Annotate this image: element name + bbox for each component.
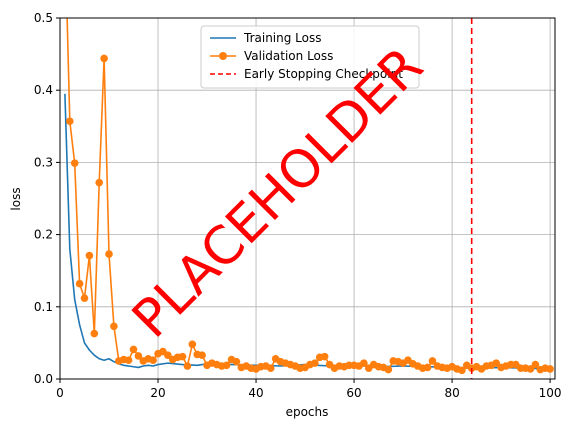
data-point xyxy=(546,365,554,373)
data-point xyxy=(198,351,206,359)
data-point xyxy=(134,352,143,360)
data-point xyxy=(384,365,393,374)
data-point xyxy=(320,352,329,361)
data-point xyxy=(428,357,437,365)
legend: Training Loss Validation Loss Early Stop… xyxy=(200,25,420,89)
data-point xyxy=(129,345,138,354)
data-point xyxy=(222,361,231,370)
data-point xyxy=(492,359,500,367)
data-point xyxy=(95,178,104,187)
x-tick-label: 0 xyxy=(56,386,64,400)
y-tick-label: 0.3 xyxy=(34,155,53,169)
data-point xyxy=(80,294,89,302)
x-tick-label: 20 xyxy=(150,386,165,400)
legend-label-validation-loss: Validation Loss xyxy=(244,49,333,63)
x-tick-label: 100 xyxy=(539,386,562,400)
x-tick-label: 40 xyxy=(248,386,263,400)
y-tick-label: 0.5 xyxy=(34,11,53,25)
data-point xyxy=(100,54,108,63)
data-point xyxy=(360,359,368,367)
series-line-training-loss xyxy=(64,93,551,370)
data-point xyxy=(164,351,172,359)
data-point xyxy=(188,340,197,349)
y-axis-label: loss xyxy=(9,187,23,210)
legend-marker-validation-loss xyxy=(219,52,227,60)
legend-label-training-loss: Training Loss xyxy=(243,31,321,45)
legend-label-early-stopping: Early Stopping Checkpoint xyxy=(244,67,403,81)
data-point xyxy=(183,362,192,370)
x-tick-label: 60 xyxy=(346,386,361,400)
data-point xyxy=(110,322,118,331)
data-point xyxy=(526,365,535,373)
data-point xyxy=(70,159,79,167)
y-tick-label: 0.1 xyxy=(34,300,53,314)
x-tick-label: 80 xyxy=(444,386,459,400)
legend-box xyxy=(200,25,420,89)
data-point xyxy=(75,279,84,288)
y-tick-label: 0.2 xyxy=(34,228,53,242)
series-layer xyxy=(64,18,554,375)
data-point xyxy=(149,356,157,365)
data-point xyxy=(311,359,319,367)
data-point xyxy=(90,329,99,338)
data-point xyxy=(85,251,94,260)
y-tick-label: 0.0 xyxy=(34,372,53,386)
data-point xyxy=(266,364,275,372)
axis-ticks: 0 20 40 60 80 100 0.0 0.1 0.2 0.3 0.4 0.5 xyxy=(34,11,562,400)
data-point xyxy=(124,356,133,365)
data-point xyxy=(178,352,187,361)
data-point xyxy=(423,363,432,372)
data-point xyxy=(66,117,74,126)
plot-frame xyxy=(59,17,556,380)
y-tick-label: 0.4 xyxy=(34,83,53,97)
x-axis-label: epochs xyxy=(286,405,329,419)
data-point xyxy=(105,250,113,258)
data-point xyxy=(232,357,241,366)
data-point xyxy=(531,360,540,369)
data-point xyxy=(458,366,466,375)
